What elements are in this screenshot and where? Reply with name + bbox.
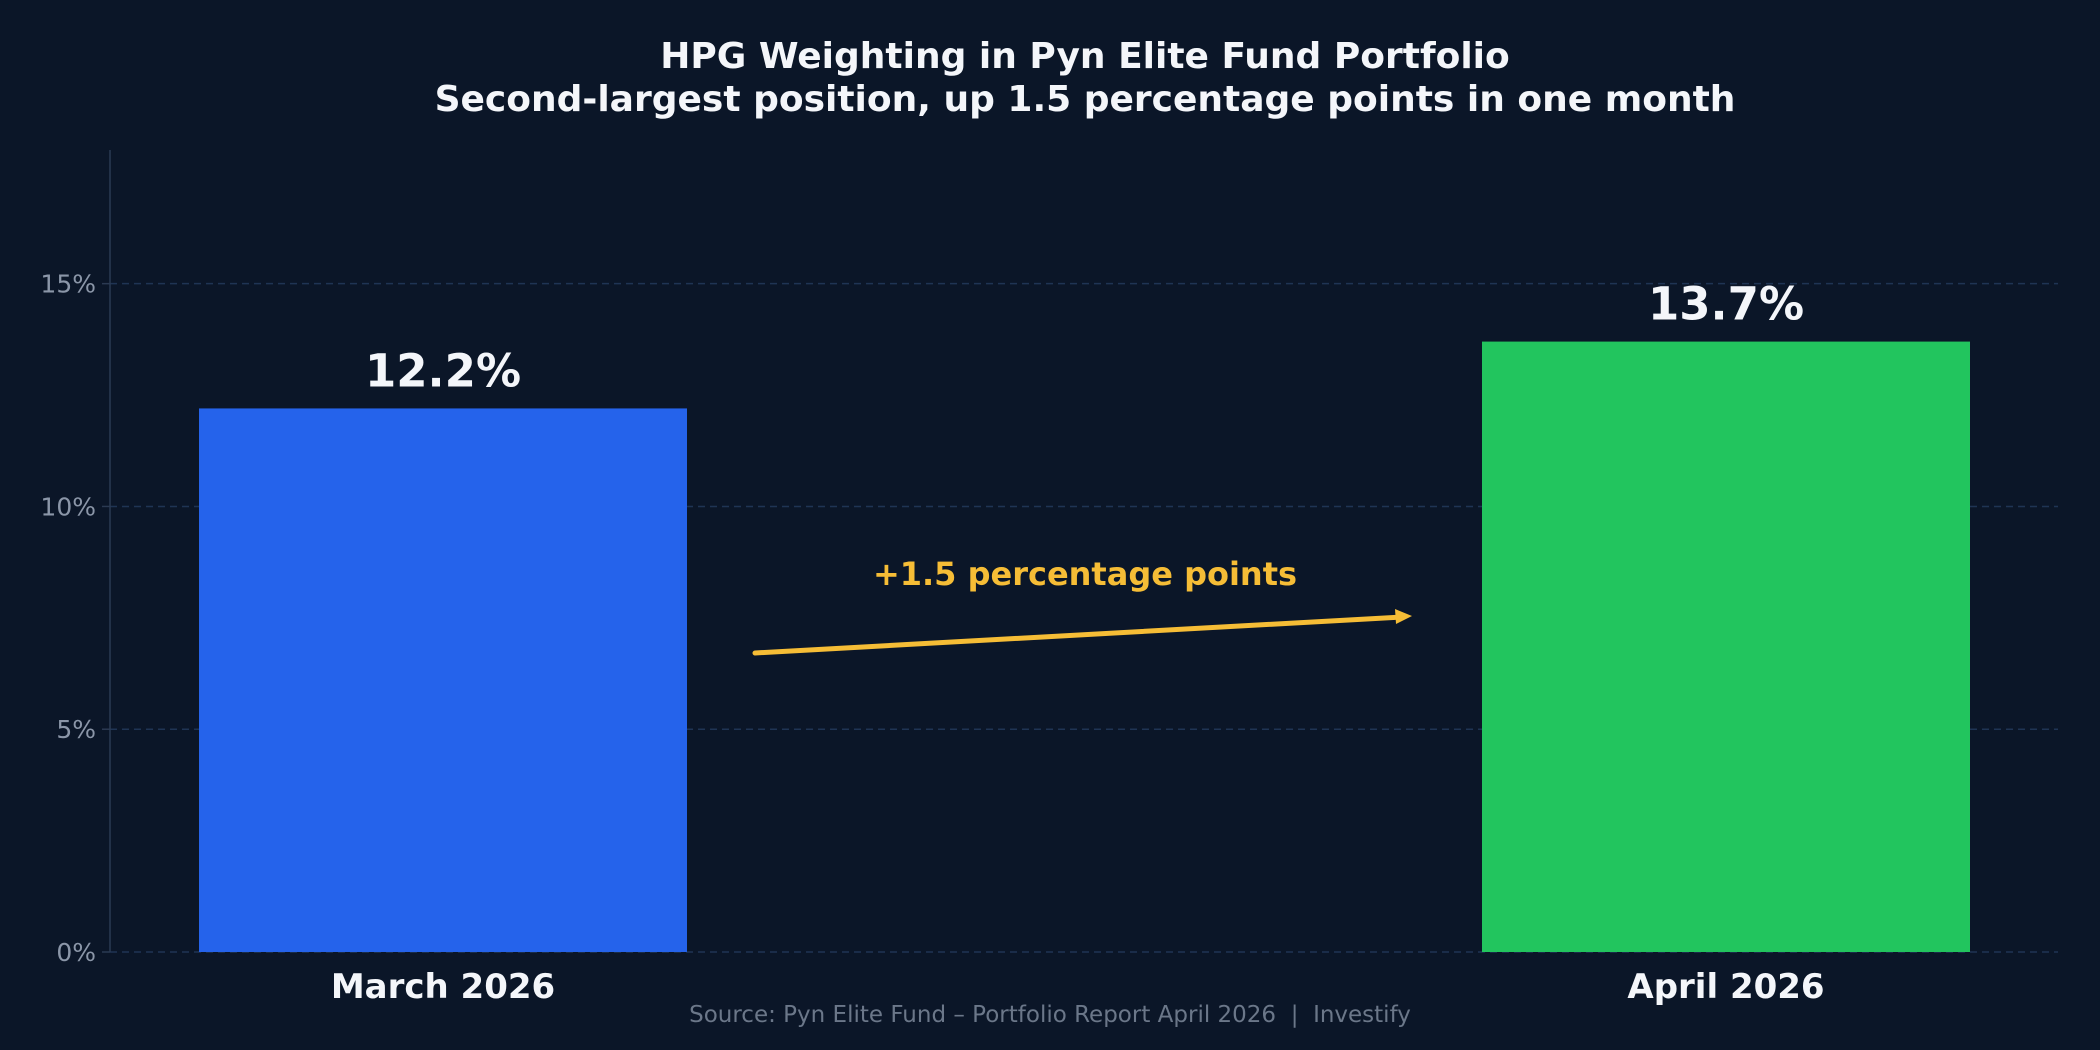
chart-title: HPG Weighting in Pyn Elite Fund Portfoli…: [660, 36, 1510, 77]
y-tick-label: 0%: [56, 938, 96, 967]
y-tick-label: 15%: [40, 270, 96, 299]
annotation-label: +1.5 percentage points: [873, 555, 1297, 593]
change-annotation: +1.5 percentage points: [752, 555, 1412, 656]
x-category-label: April 2026: [1627, 967, 1824, 1007]
annotation-arrowhead: [1395, 609, 1412, 624]
y-tick-label: 5%: [56, 715, 96, 744]
bar-value-label: 12.2%: [365, 344, 521, 397]
axes: 0% 5% 10% 15%: [40, 150, 111, 967]
bar: [199, 408, 687, 952]
bars: [199, 341, 1970, 953]
bar: [1482, 341, 1970, 953]
annotation-arrow: [752, 614, 1405, 656]
chart-subtitle: Second-largest position, up 1.5 percenta…: [435, 79, 1736, 120]
source-note: Source: Pyn Elite Fund – Portfolio Repor…: [689, 1002, 1411, 1028]
y-tick-label: 10%: [40, 492, 96, 521]
data-labels: 12.2% March 2026 13.7% April 2026: [331, 278, 1825, 1007]
x-category-label: March 2026: [331, 967, 555, 1007]
bar-value-label: 13.7%: [1648, 278, 1804, 331]
